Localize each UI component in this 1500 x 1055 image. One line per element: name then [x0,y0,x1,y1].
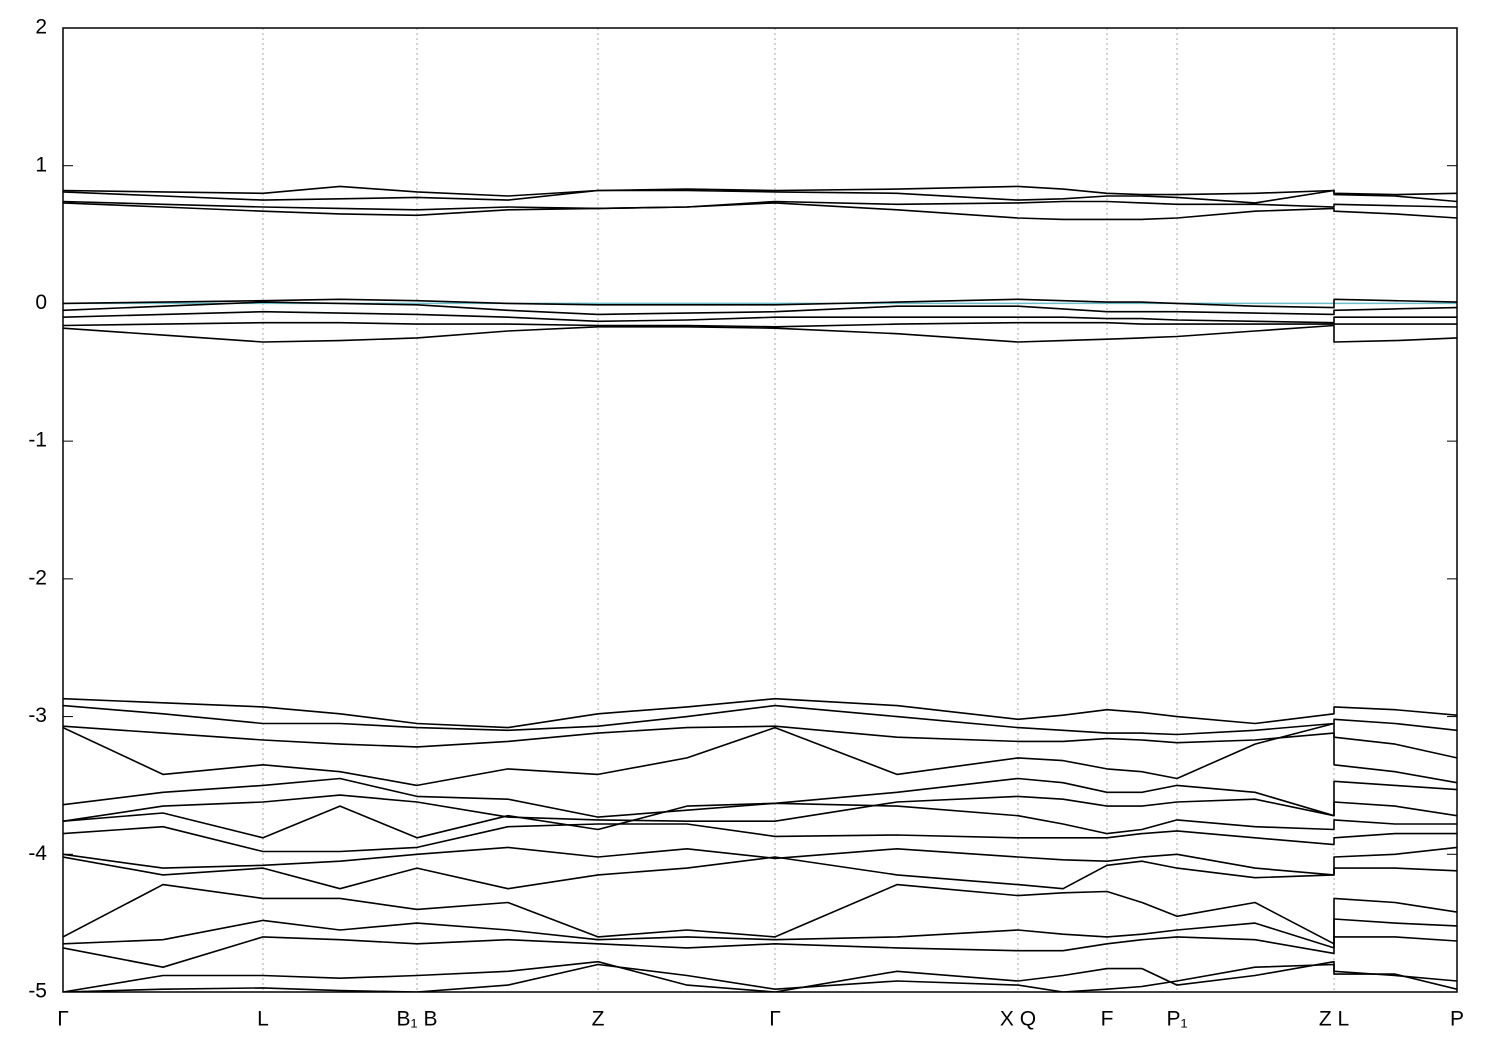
band [63,960,1457,992]
band [63,704,1457,736]
band [63,200,1457,211]
y-tick-label: -2 [28,566,47,589]
band [63,301,1457,316]
band [63,189,1457,204]
y-tick-label: -4 [28,842,47,865]
band [63,202,1457,221]
x-tick-label: P [1450,1008,1464,1031]
x-tick-label: F [1101,1008,1114,1031]
x-tick-label: Z L [1319,1008,1349,1031]
band [63,324,1457,343]
band [63,802,1457,839]
y-tick-label: -3 [28,704,47,727]
band [63,185,1457,197]
x-tick-label: L [257,1008,269,1031]
band [63,856,1457,890]
band [63,794,1457,822]
y-tick-label: 2 [35,16,47,39]
band [63,310,1457,324]
y-tick-label: 0 [35,291,47,314]
y-tick-label: 1 [35,153,47,176]
x-tick-label: Γ [769,1008,781,1031]
band [63,823,1457,853]
band [63,846,1457,876]
band [63,298,1457,309]
x-tick-label: Γ [57,1008,69,1031]
x-tick-label: P₁ [1166,1008,1187,1031]
band [63,918,1457,949]
plot-area [63,185,1457,992]
band [63,963,1457,992]
plot-frame [62,27,1458,993]
y-tick-label: -1 [28,429,47,452]
x-tick-label: Z [592,1008,605,1031]
band [63,697,1457,729]
x-tick-label: X Q [1000,1008,1036,1031]
band [63,725,1457,759]
x-tick-label: B₁ B [397,1008,438,1031]
band [63,883,1457,945]
band [63,777,1457,818]
y-tick-label: -5 [28,980,47,1003]
band [63,321,1457,328]
band [63,936,1457,968]
band [63,722,1457,787]
